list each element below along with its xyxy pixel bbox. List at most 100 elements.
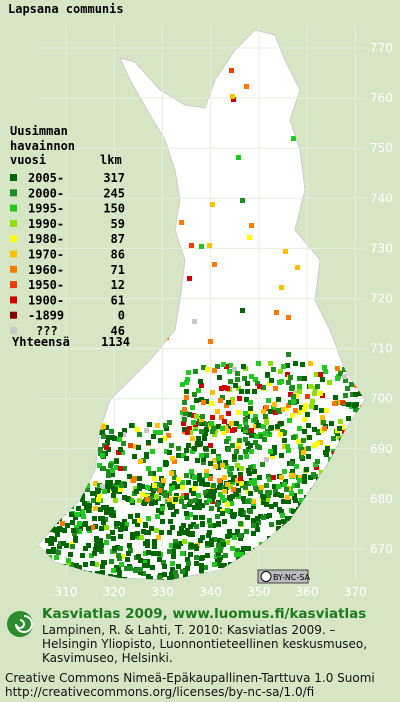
record-square xyxy=(82,501,87,506)
record-square xyxy=(146,550,151,555)
record-square xyxy=(122,495,127,500)
record-square xyxy=(248,409,253,414)
record-square xyxy=(151,471,156,476)
record-square xyxy=(249,569,254,574)
record-square xyxy=(75,512,80,517)
record-square xyxy=(243,485,248,490)
record-square xyxy=(235,532,240,537)
record-square xyxy=(246,447,251,452)
record-square xyxy=(234,449,239,454)
record-square xyxy=(127,543,132,548)
legend-count: 61 xyxy=(111,293,125,307)
record-square xyxy=(109,578,114,580)
record-square xyxy=(249,433,254,438)
record-square xyxy=(289,491,294,496)
record-square xyxy=(200,478,205,483)
record-square xyxy=(51,547,56,552)
record-square xyxy=(180,569,185,574)
record-square xyxy=(245,381,250,386)
record-square xyxy=(117,437,122,442)
record-square xyxy=(288,375,293,380)
record-square xyxy=(86,508,91,513)
record-square xyxy=(120,554,125,559)
record-square xyxy=(294,464,299,469)
record-square xyxy=(297,376,302,381)
record-square xyxy=(215,502,220,507)
record-square xyxy=(50,490,55,495)
record-square xyxy=(156,551,161,556)
record-square xyxy=(60,502,65,507)
record-square xyxy=(53,499,58,504)
record-square xyxy=(122,482,127,487)
record-square xyxy=(217,538,222,543)
record-square xyxy=(269,378,274,383)
record-square xyxy=(129,498,134,503)
record-square xyxy=(232,454,237,459)
record-square xyxy=(286,352,291,357)
legend-swatch xyxy=(10,189,17,197)
record-square xyxy=(236,386,241,391)
record-square xyxy=(222,489,227,494)
record-square xyxy=(315,384,320,389)
record-square xyxy=(225,386,230,391)
record-square xyxy=(167,549,172,554)
record-square xyxy=(229,568,234,573)
record-square xyxy=(111,493,116,498)
record-square xyxy=(360,426,365,431)
record-square xyxy=(208,339,213,344)
record-square xyxy=(146,516,151,521)
record-square xyxy=(216,521,221,526)
record-square xyxy=(208,476,213,481)
record-square xyxy=(104,445,109,450)
record-square xyxy=(236,441,241,446)
record-square xyxy=(192,319,197,324)
record-square xyxy=(66,503,71,508)
legend-label: 1980- xyxy=(28,232,64,246)
y-label: 740 xyxy=(370,191,393,205)
record-square xyxy=(249,449,254,454)
record-square xyxy=(226,411,231,416)
record-square xyxy=(138,570,143,575)
record-square xyxy=(314,465,319,470)
record-square xyxy=(132,454,137,459)
record-square xyxy=(221,430,226,435)
record-square xyxy=(190,449,195,454)
record-square xyxy=(191,491,196,496)
record-square xyxy=(273,502,278,507)
record-square xyxy=(232,457,237,462)
record-square xyxy=(193,515,198,520)
record-square xyxy=(267,536,272,541)
record-square xyxy=(318,372,323,377)
record-square xyxy=(223,553,228,558)
record-square xyxy=(135,531,140,536)
record-square xyxy=(286,448,291,453)
record-square xyxy=(295,483,300,488)
record-square xyxy=(232,574,237,579)
record-square xyxy=(281,364,286,369)
record-square xyxy=(167,420,172,425)
legend-count: 317 xyxy=(103,171,125,185)
record-square xyxy=(100,453,105,458)
record-square xyxy=(301,450,306,455)
record-square xyxy=(336,452,341,457)
record-square xyxy=(169,486,174,491)
record-square xyxy=(276,543,281,548)
record-square xyxy=(229,421,234,426)
record-square xyxy=(227,495,232,500)
record-square xyxy=(265,498,270,503)
record-square xyxy=(238,536,243,541)
record-square xyxy=(202,436,207,441)
record-square xyxy=(110,468,115,473)
record-square xyxy=(104,525,109,530)
record-square xyxy=(250,577,255,580)
record-square xyxy=(248,443,253,448)
record-square xyxy=(101,466,106,471)
record-square xyxy=(108,463,113,468)
record-square xyxy=(251,531,256,536)
record-square xyxy=(270,454,275,459)
record-square xyxy=(215,409,220,414)
record-square xyxy=(224,573,229,578)
record-square xyxy=(192,486,197,491)
record-square xyxy=(206,493,211,498)
record-square xyxy=(309,497,314,502)
